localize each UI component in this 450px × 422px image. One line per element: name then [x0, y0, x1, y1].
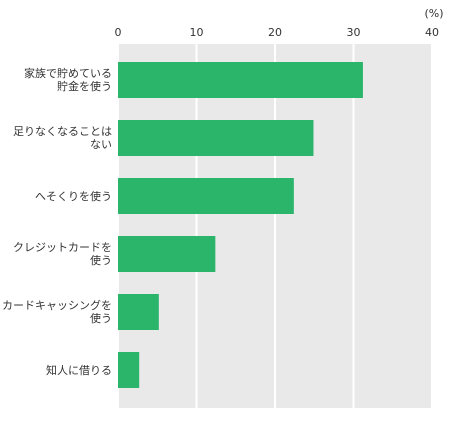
bar — [118, 236, 216, 272]
category-label: 知人に借りる — [0, 364, 112, 377]
category-label-line: 使う — [90, 254, 112, 267]
tick-label: 30 — [347, 26, 361, 39]
tick-label: 10 — [190, 26, 204, 39]
category-label: 足りなくなることは ない — [0, 125, 112, 151]
category-label-line: 使う — [90, 312, 112, 325]
category-label: へそくりを使う — [0, 190, 112, 203]
bar — [118, 294, 159, 330]
bar — [118, 62, 363, 98]
grid-lines — [117, 44, 433, 408]
category-label: クレジットカードを 使う — [0, 241, 112, 267]
bars — [118, 62, 363, 388]
category-label-line: 知人に借りる — [46, 363, 112, 377]
unit-label: (%) — [424, 7, 443, 20]
bar — [118, 178, 294, 214]
category-label-line: ない — [90, 138, 112, 151]
tick-label: 20 — [268, 26, 282, 39]
category-label-line: 足りなくなることは — [13, 125, 112, 138]
category-label: 家族で貯めている 貯金を使う — [0, 67, 112, 93]
category-label-line: カードキャッシングを — [2, 299, 112, 312]
category-label: カードキャッシングを 使う — [0, 299, 112, 325]
tick-label: 40 — [425, 26, 439, 39]
tick-label: 0 — [115, 26, 122, 39]
category-label-line: クレジットカードを — [13, 241, 112, 254]
bar — [118, 352, 140, 388]
category-label-line: 家族で貯めている — [24, 67, 112, 80]
category-label-line: へそくりを使う — [35, 189, 112, 203]
category-label-line: 貯金を使う — [57, 80, 112, 93]
bar — [118, 120, 314, 156]
x-axis-ticks: 0 10 20 30 40 — [115, 26, 440, 39]
